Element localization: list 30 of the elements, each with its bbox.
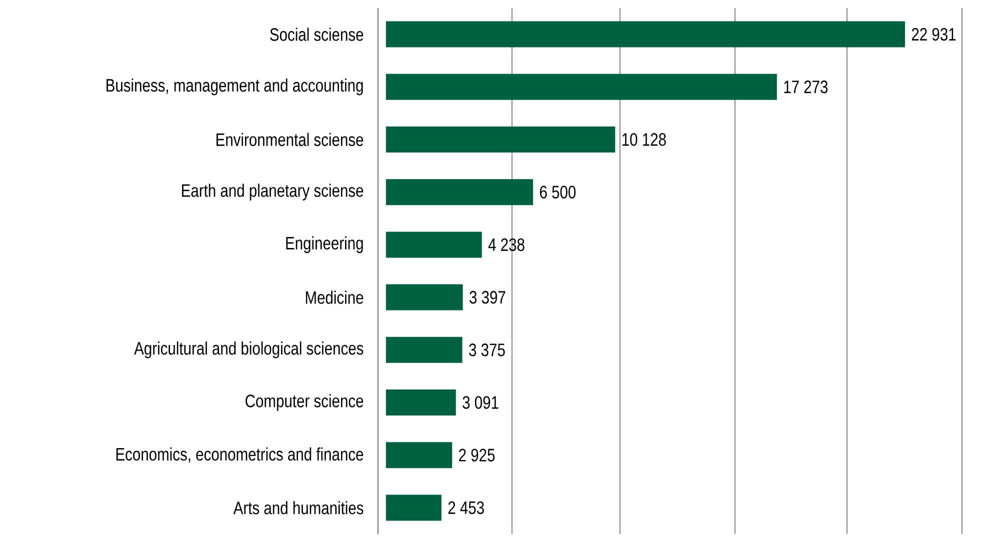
data-label: 10 128 — [622, 133, 666, 146]
y-tick-label: Agricultural and biological sciences — [134, 341, 364, 358]
y-tick-label: Medicine — [306, 290, 364, 304]
bar — [386, 284, 463, 310]
data-label: 6 500 — [540, 186, 576, 198]
y-tick-label: Social sciense — [270, 28, 364, 41]
y-tick-label: Business, management and accounting — [106, 78, 363, 96]
bar — [386, 442, 452, 468]
y-tick-label: Economics, econometrics and finance — [116, 447, 364, 463]
bar — [386, 389, 456, 416]
data-label: 3 397 — [470, 290, 506, 304]
bar — [386, 179, 534, 206]
data-label: 3 375 — [469, 343, 505, 356]
data-label: 22 931 — [912, 28, 956, 41]
y-tick-label: Environmental sciense — [216, 132, 364, 146]
bar — [386, 21, 905, 48]
y-tick-label: Earth and planetary sciense — [182, 184, 364, 200]
data-label: 4 238 — [488, 238, 524, 251]
data-label: 2 453 — [448, 501, 484, 514]
y-tick-label: Engineering — [286, 236, 363, 253]
data-label: 3 091 — [462, 396, 498, 409]
y-tick-label: Arts and humanities — [233, 500, 364, 514]
bar — [386, 494, 442, 521]
bar — [386, 74, 777, 100]
data-label: 2 925 — [459, 448, 495, 462]
bar — [386, 336, 462, 363]
bar — [386, 232, 482, 258]
data-label: 17 273 — [784, 80, 828, 94]
y-tick-label: Computer science — [246, 394, 364, 411]
bar — [386, 126, 616, 152]
